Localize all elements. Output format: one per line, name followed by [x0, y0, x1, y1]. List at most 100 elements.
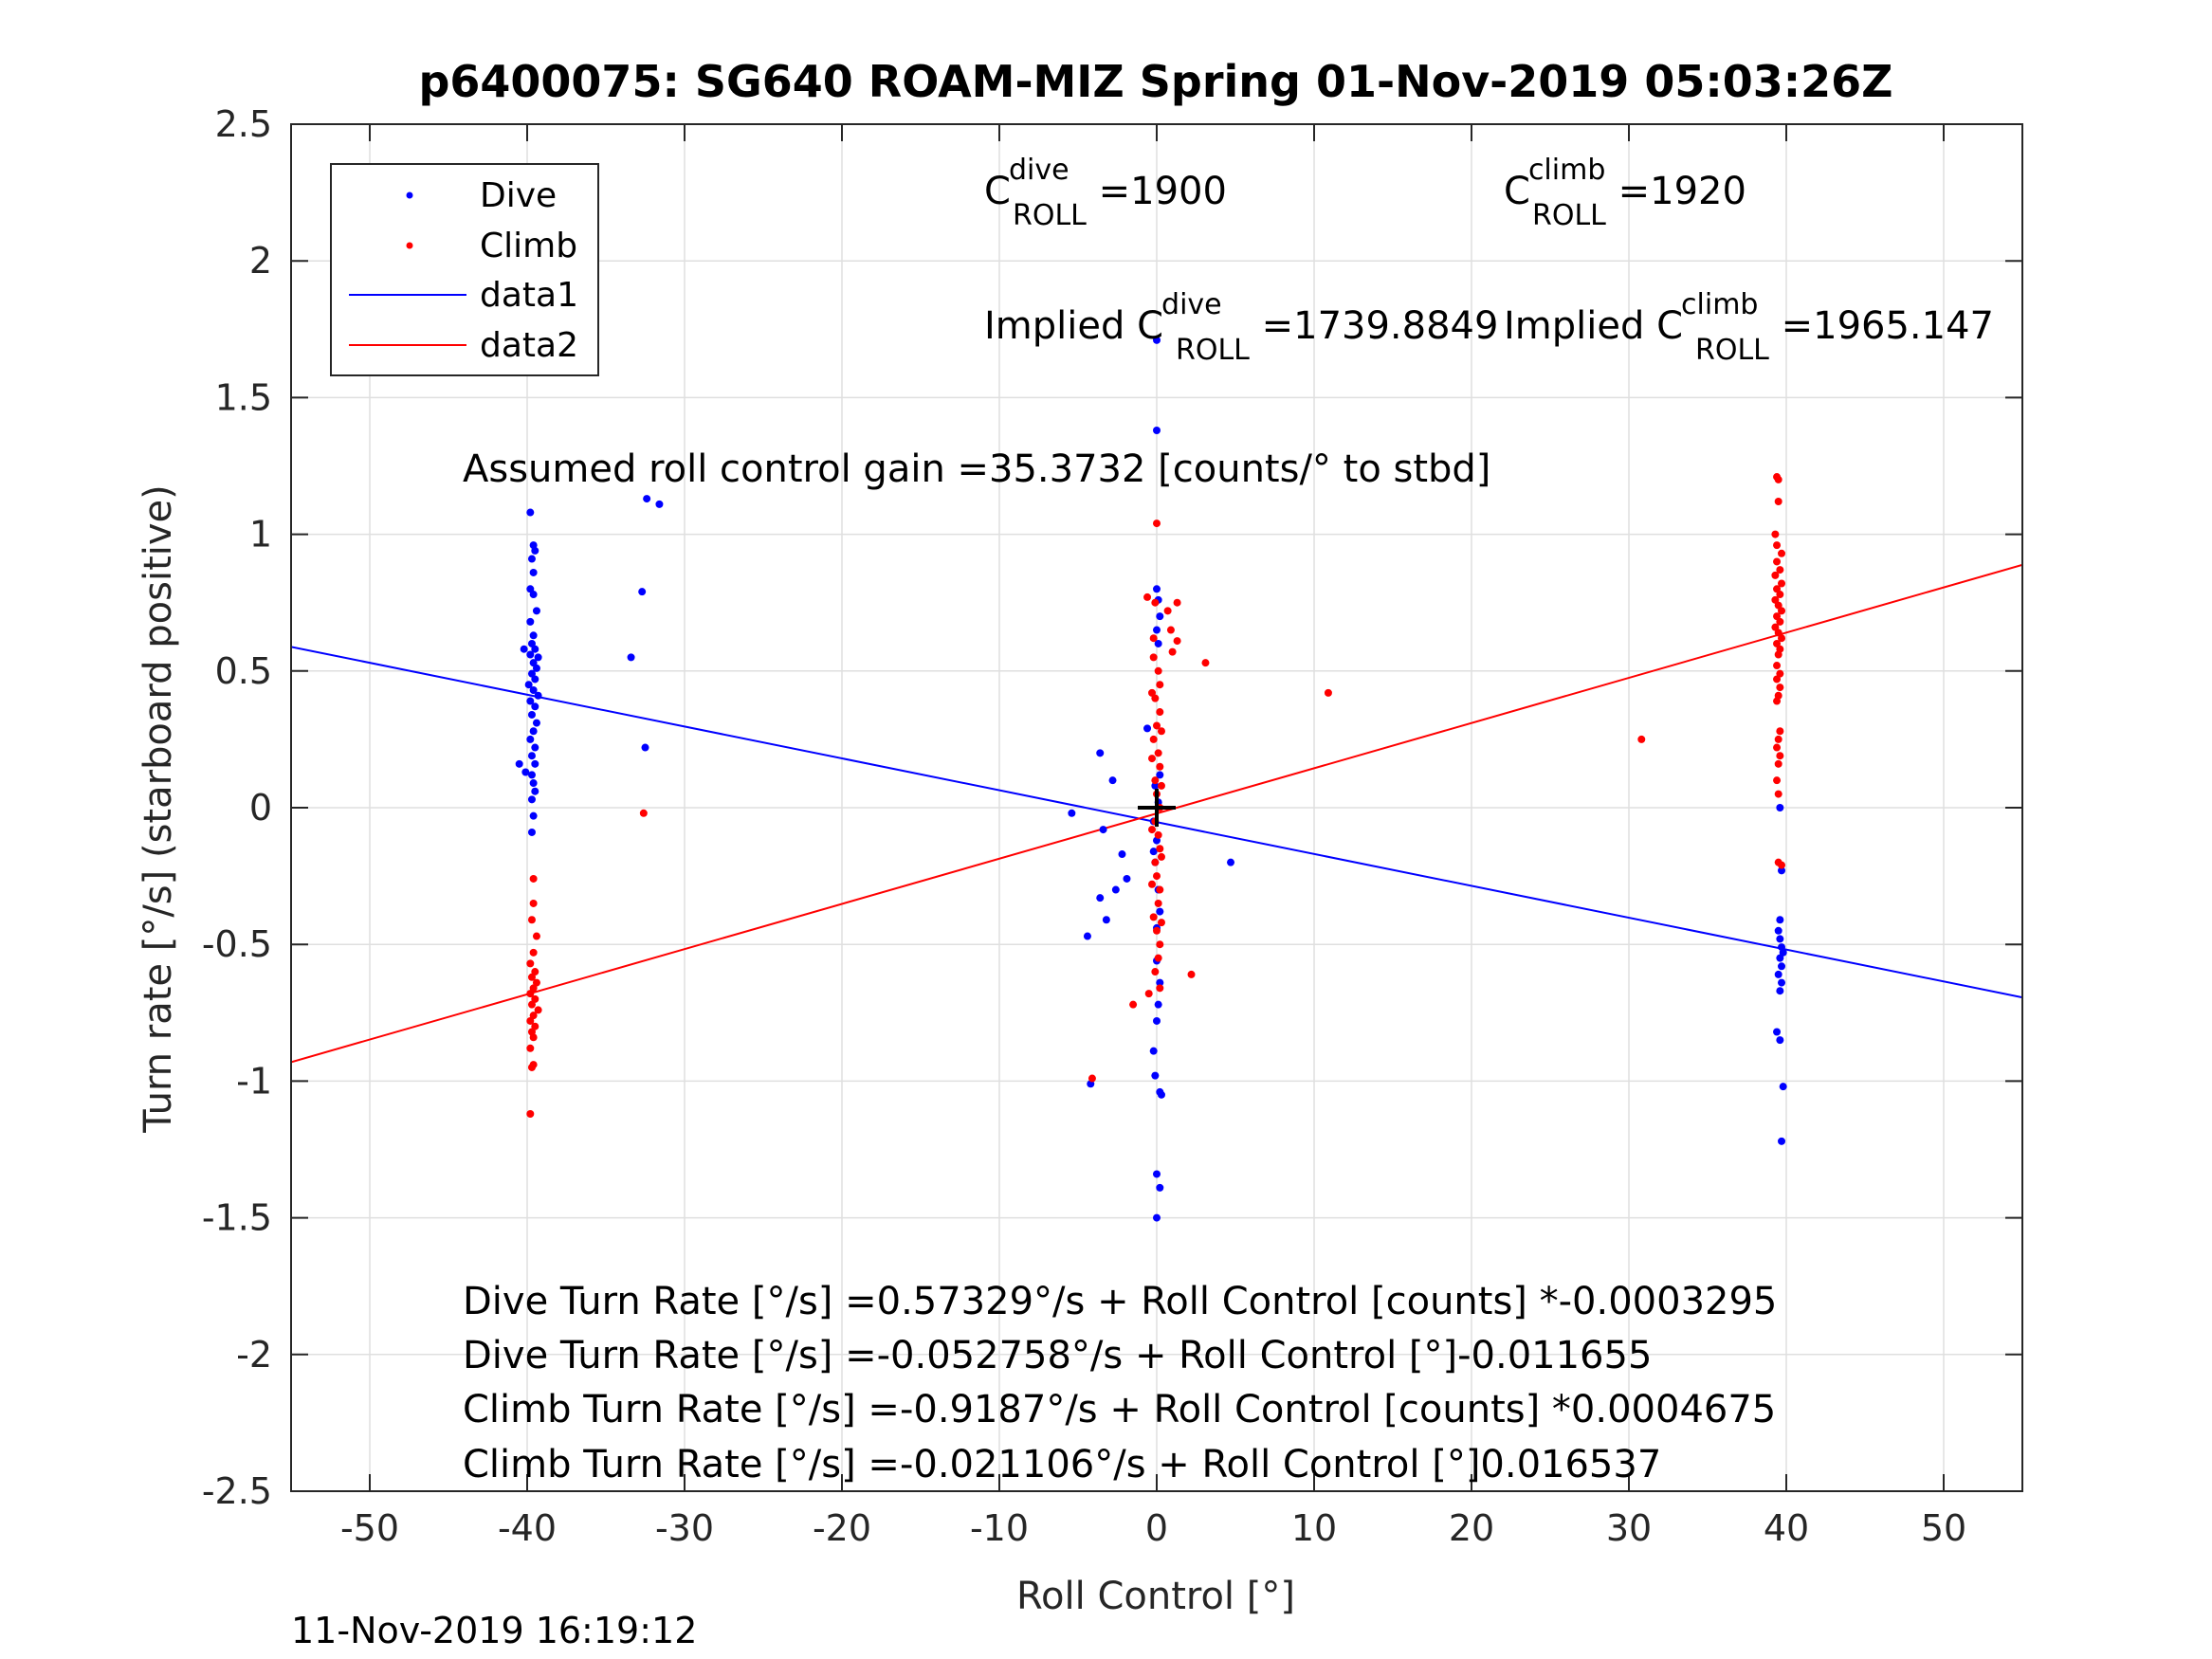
data-point-climb [1149, 653, 1158, 662]
annotation-implied-climb-base: Implied C [1504, 304, 1683, 348]
data-point-dive [529, 811, 538, 820]
data-point-climb [1773, 743, 1782, 752]
data-point-climb [1776, 727, 1784, 736]
x-axis-label: Roll Control [°] [1016, 1575, 1295, 1618]
data-point-dive [526, 508, 535, 517]
data-point-dive [1156, 612, 1164, 621]
data-point-dive [526, 650, 535, 659]
annotation-gain: Assumed roll control gain =35.3732 [coun… [463, 447, 1490, 491]
data-point-climb [1156, 681, 1164, 689]
data-point-climb [1156, 984, 1164, 993]
data-point-climb [527, 1063, 536, 1071]
data-point-climb [1157, 919, 1165, 927]
data-point-dive [531, 702, 539, 711]
annotation-c-dive-val: =1900 [1087, 170, 1227, 213]
legend-label-data2: data2 [480, 326, 578, 365]
data-point-dive [1153, 427, 1161, 435]
axes [290, 123, 2023, 1492]
annotation-eq1: Dive Turn Rate [°/s] =0.57329°/s + Roll … [463, 1280, 1777, 1323]
data-point-dive [1153, 585, 1161, 593]
data-point-dive [532, 719, 540, 727]
data-point-dive [1156, 1183, 1164, 1192]
data-point-climb [1151, 858, 1160, 866]
data-point-dive [1156, 907, 1164, 916]
data-point-dive [1776, 954, 1784, 962]
data-point-climb [1771, 530, 1780, 538]
data-point-climb [1157, 727, 1165, 736]
data-point-climb [532, 932, 540, 940]
data-point-dive [1778, 866, 1786, 875]
data-point-dive [1108, 776, 1117, 785]
data-point-climb [1154, 749, 1162, 757]
data-point-dive [641, 743, 649, 752]
data-point-dive [531, 759, 539, 768]
x-tick-labels: -50 -40 -30 -20 -10 0 10 20 30 40 50 [340, 1507, 1966, 1549]
annotation-implied-dive: Implied Cdive ROLL =1739.8849 [984, 288, 1498, 367]
data-point-climb [1776, 617, 1784, 626]
data-point-climb [1774, 759, 1782, 768]
data-point-climb [1774, 475, 1782, 483]
annotation-implied-climb: Implied Cclimb ROLL =1965.147 [1504, 288, 1994, 367]
data-point-climb [1129, 1000, 1138, 1009]
y-tick-label: 1.5 [215, 376, 272, 418]
data-point-climb [1157, 852, 1165, 861]
legend-label-dive: Dive [480, 176, 557, 215]
x-tick-label: 20 [1449, 1507, 1494, 1549]
y-tick-label: -0.5 [202, 923, 272, 965]
data-point-dive [521, 768, 530, 776]
legend-marker-climb [406, 242, 413, 249]
data-point-climb [526, 1044, 535, 1052]
data-point-climb [1773, 697, 1782, 705]
data-point-climb [1148, 755, 1157, 763]
legend-marker-dive [406, 191, 413, 199]
data-point-climb [1324, 688, 1332, 697]
data-point-climb [1778, 579, 1786, 588]
data-point-climb [534, 1006, 542, 1014]
x-tick-label: 30 [1606, 1507, 1652, 1549]
data-point-dive [1151, 781, 1160, 790]
annotation-implied-dive-sup: dive [1161, 288, 1222, 321]
data-point-climb [1153, 520, 1161, 528]
data-point-climb [527, 916, 536, 924]
data-point-dive [1149, 1047, 1158, 1055]
annotation-c-climb-sup: climb [1528, 154, 1605, 187]
y-tick-label: 2 [249, 240, 272, 282]
data-point-climb [529, 899, 538, 907]
data-point-dive [1111, 885, 1120, 894]
data-point-climb [1154, 899, 1162, 907]
data-point-dive [1153, 626, 1161, 634]
data-point-dive [531, 675, 539, 684]
data-point-climb [527, 973, 536, 981]
data-point-dive [520, 645, 528, 653]
data-point-climb [1153, 926, 1161, 935]
annotation-implied-climb-sup: climb [1681, 288, 1758, 321]
data-point-climb [526, 959, 535, 968]
data-point-dive [1156, 978, 1164, 987]
legend-label-climb: Climb [480, 227, 577, 265]
data-point-dive [527, 771, 536, 779]
data-point-climb [1156, 940, 1164, 949]
annotation-eq3: Climb Turn Rate [°/s] =-0.9187°/s + Roll… [463, 1388, 1776, 1431]
data-point-climb [1776, 684, 1784, 692]
data-point-climb [526, 990, 535, 998]
data-point-climb [1778, 861, 1786, 869]
data-point-climb [1166, 626, 1175, 634]
annotation-implied-dive-base: Implied C [984, 304, 1163, 348]
data-point-climb [1151, 776, 1160, 785]
data-point-climb [1143, 592, 1152, 601]
annotation-implied-dive-val: =1739.8849 [1250, 304, 1499, 348]
x-tick-label: -30 [655, 1507, 714, 1549]
data-point-dive [529, 591, 538, 599]
annotation-c-dive-sup: dive [1009, 154, 1069, 187]
legend-label-data1: data1 [480, 276, 578, 315]
data-point-dive [1227, 858, 1235, 866]
data-point-climb [1149, 634, 1158, 643]
data-point-dive [529, 779, 538, 788]
timestamp: 11-Nov-2019 16:19:12 [291, 1610, 697, 1651]
annotation-c-dive: Cdive ROLL =1900 [984, 154, 1227, 232]
data-point-dive [1774, 970, 1782, 978]
data-point-climb [1773, 675, 1782, 684]
data-point-climb [1778, 549, 1786, 557]
data-point-climb [1774, 497, 1782, 505]
data-point-dive [1143, 724, 1152, 733]
